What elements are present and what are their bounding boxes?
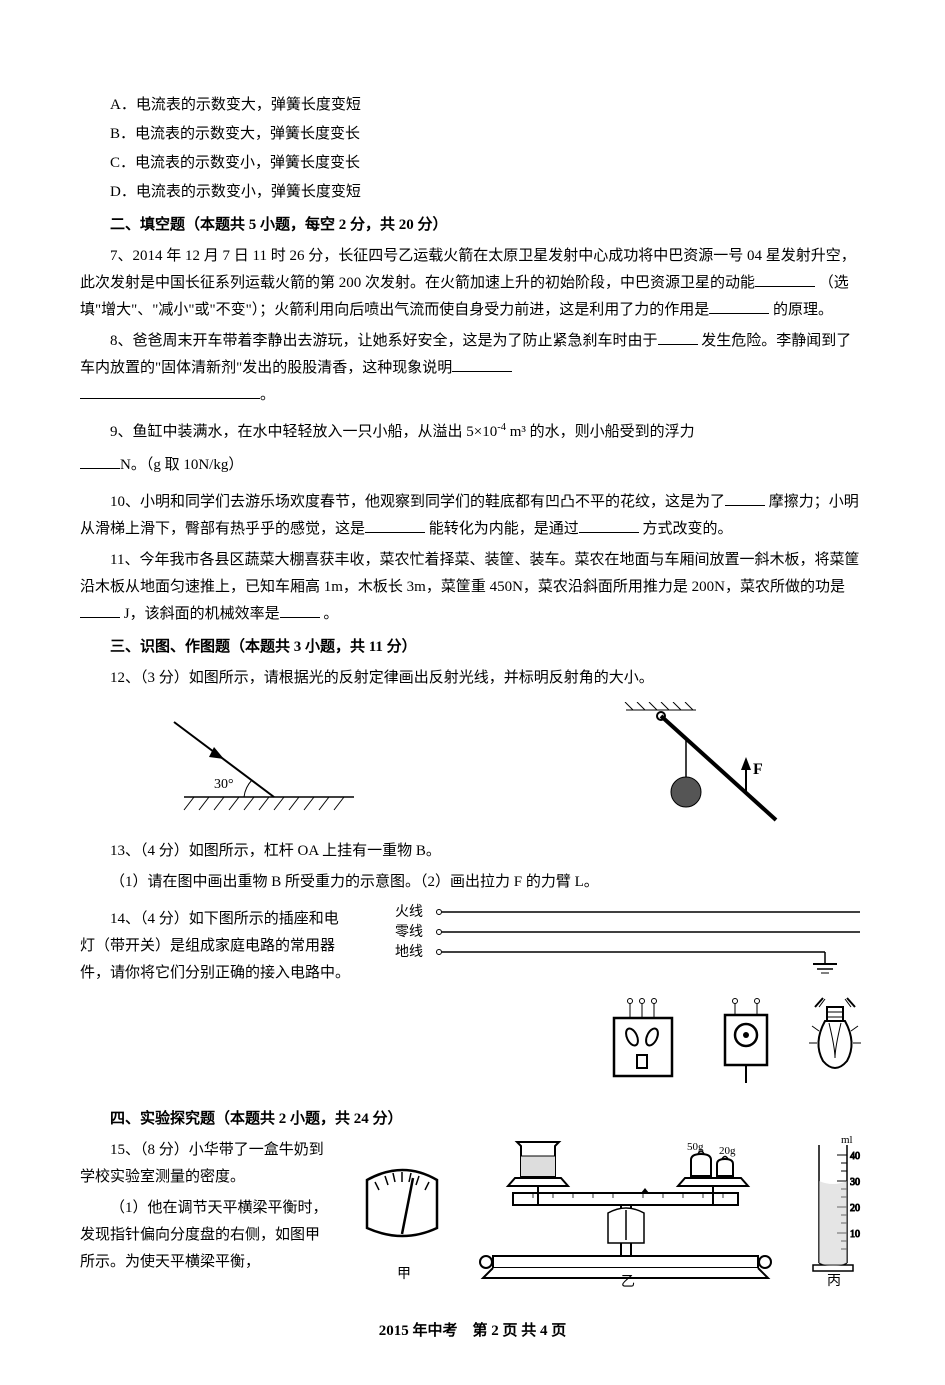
socket-icon: [602, 993, 687, 1088]
option-b: B．电流表的示数变大，弹簧长度变长: [80, 121, 865, 148]
question-15-block: 15、（8 分）小华带了一盒牛奶到学校实验室测量的密度。 （1）他在调节天平横梁…: [80, 1133, 865, 1288]
q8-blank-2: [452, 356, 512, 373]
figure-13: F: [521, 702, 791, 832]
q10-blank-2: [365, 517, 425, 534]
figure-15-bing: ml 40 30 20 10 丙: [805, 1133, 865, 1288]
q11-text-1: 11、今年我市各县区蔬菜大棚喜获丰收，菜农忙着择菜、装筐、装车。菜农在地面与车厢…: [80, 552, 859, 595]
q11-blank-2: [280, 602, 320, 619]
question-15-text: 15、（8 分）小华带了一盒牛奶到学校实验室测量的密度。 （1）他在调节天平横梁…: [80, 1133, 330, 1276]
fig15-ml-label: ml: [841, 1134, 853, 1146]
q8-text-1: 8、爸爸周末开车带着李静出去游玩，让她系好安全，这是为了防止紧急刹车时由于: [110, 333, 658, 349]
section-3-header: 三、识图、作图题（本题共 3 小题，共 11 分）: [80, 634, 865, 661]
section-4-header: 四、实验探究题（本题共 2 小题，共 24 分）: [80, 1106, 865, 1133]
option-c: C．电流表的示数变小，弹簧长度变长: [80, 150, 865, 177]
section-2-header: 二、填空题（本题共 5 小题，每空 2 分，共 20 分）: [80, 212, 865, 239]
fig15-tick-40: 40: [850, 1151, 860, 1162]
fig15-tick-20: 20: [850, 1203, 860, 1214]
figure-12: 30°: [154, 702, 374, 812]
q7-blank-2: [709, 298, 769, 315]
fig12-angle-label: 30°: [214, 777, 234, 792]
q11-text-2: J，该斜面的机械效率是: [124, 606, 280, 622]
question-14-block: 14、（4 分）如下图所示的插座和电灯（带开关）是组成家庭电路的常用器件，请你将…: [80, 902, 865, 987]
q15-p2: （1）他在调节天平横梁平衡时，发现指针偏向分度盘的右侧，如图甲所示。为使天平横梁…: [80, 1195, 330, 1276]
question-13-p1: 13、（4 分）如图所示，杠杆 OA 上挂有一重物 B。: [80, 838, 865, 865]
figure-15-jia: 甲: [355, 1168, 450, 1288]
question-7: 7、2014 年 12 月 7 日 11 时 26 分，长征四号乙运载火箭在太原…: [80, 243, 865, 324]
question-8: 8、爸爸周末开车带着李静出去游玩，让她系好安全，这是为了防止紧急刹车时由于 发生…: [80, 328, 865, 382]
wire-neutral-label: 零线: [395, 924, 423, 940]
fig15-yi-label: 乙: [621, 1274, 635, 1288]
option-a: A．电流表的示数变大，弹簧长度变短: [80, 92, 865, 119]
q9-sup: -4: [497, 422, 506, 433]
figure-15-group: 甲: [355, 1133, 865, 1288]
q10-text-1: 10、小明和同学们去游乐场欢度春节，他观察到同学们的鞋底都有凹凸不平的花纹，这是…: [110, 494, 725, 510]
q8-line: 。: [80, 382, 865, 409]
lamp-icon: [805, 993, 865, 1088]
page-footer: 2015 年中考 第 2 页 共 4 页: [80, 1318, 865, 1345]
fig15-20g-label: 20g: [719, 1145, 736, 1157]
q11-text-3: 。: [323, 606, 338, 622]
q9-text-3: N。（g 取 10N/kg）: [120, 457, 243, 473]
fig13-f-label: F: [753, 761, 763, 778]
q10-blank-1: [725, 490, 765, 507]
question-10: 10、小明和同学们去游乐场欢度春节，他观察到同学们的鞋底都有凹凸不平的花纹，这是…: [80, 489, 865, 543]
q9-blank: [80, 453, 120, 470]
q10-text-4: 方式改变的。: [643, 521, 733, 537]
figure-14-wires: 火线 零线 地线: [395, 902, 865, 982]
wire-live-label: 火线: [395, 904, 423, 920]
question-13-p2: （1）请在图中画出重物 B 所受重力的示意图。（2）画出拉力 F 的力臂 L。: [80, 869, 865, 896]
q10-text-3: 能转化为内能，是通过: [429, 521, 579, 537]
question-12: 12、（3 分）如图所示，请根据光的反射定律画出反射光线，并标明反射角的大小。: [80, 665, 865, 692]
question-9: 9、鱼缸中装满水，在水中轻轻放入一只小船，从溢出 5×10-4 m³ 的水，则小…: [80, 419, 865, 446]
fig15-50g-label: 50g: [687, 1141, 704, 1153]
fig15-tick-10: 10: [850, 1229, 860, 1240]
question-11: 11、今年我市各县区蔬菜大棚喜获丰收，菜农忙着择菜、装筐、装车。菜农在地面与车厢…: [80, 547, 865, 628]
figure-row-12-13: 30° F: [80, 702, 865, 832]
option-d: D．电流表的示数变小，弹簧长度变短: [80, 179, 865, 206]
fig15-jia-label: 甲: [397, 1267, 411, 1282]
q8-blank-3: [80, 383, 260, 400]
q9-line2: N。（g 取 10N/kg）: [80, 452, 865, 479]
q8-text-3: 。: [260, 387, 275, 403]
q9-text-2: m³ 的水，则小船受到的浮力: [506, 424, 695, 440]
fig15-bing-label: 丙: [827, 1274, 841, 1288]
q11-blank-1: [80, 602, 120, 619]
figure-14-devices: [80, 993, 865, 1088]
figure-15-yi: 50g 20g 乙: [473, 1138, 783, 1288]
q8-blank-1: [658, 329, 698, 346]
q7-text-3: 的原理。: [773, 302, 833, 318]
q15-p1: 15、（8 分）小华带了一盒牛奶到学校实验室测量的密度。: [80, 1137, 330, 1191]
fig15-tick-30: 30: [850, 1177, 860, 1188]
question-14-text: 14、（4 分）如下图所示的插座和电灯（带开关）是组成家庭电路的常用器件，请你将…: [80, 906, 350, 987]
q7-text-1: 7、2014 年 12 月 7 日 11 时 26 分，长征四号乙运载火箭在太原…: [80, 248, 856, 291]
wire-ground-label: 地线: [395, 944, 423, 960]
q9-text-1: 9、鱼缸中装满水，在水中轻轻放入一只小船，从溢出 5×10: [110, 424, 497, 440]
q10-blank-3: [579, 517, 639, 534]
q7-blank-1: [755, 271, 815, 288]
switch-icon: [711, 993, 781, 1088]
